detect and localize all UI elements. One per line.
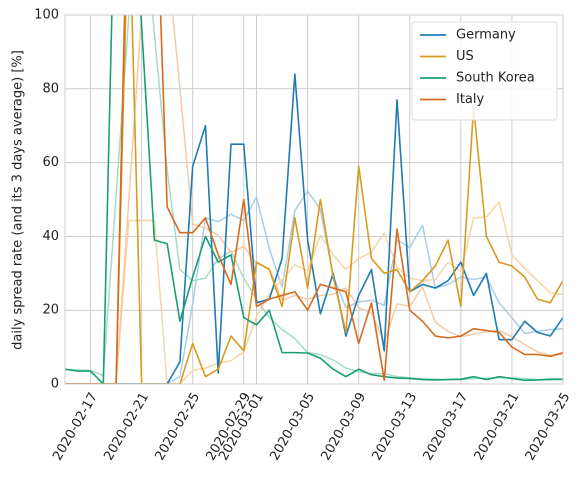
legend-box [411, 21, 558, 121]
legend-label: Italy [456, 92, 485, 107]
legend-label: Germany [456, 28, 516, 43]
average-line [65, 201, 563, 384]
y-tick-label: 80 [42, 81, 59, 96]
plot-frame [64, 14, 564, 385]
y-tick-label: 0 [51, 377, 59, 392]
legend-label: South Korea [456, 71, 535, 86]
y-axis-label: daily spread rate (and its 3 days averag… [11, 50, 26, 350]
plot-lines [65, 15, 563, 384]
series-line [65, 15, 563, 384]
y-tick-label: 60 [42, 155, 59, 170]
series-line [65, 15, 563, 384]
average-line [65, 190, 563, 384]
series-line [65, 73, 563, 384]
y-tick-label: 100 [34, 8, 59, 23]
y-tick-label: 20 [42, 303, 59, 318]
y-tick-label: 40 [42, 229, 59, 244]
legend-label: US [456, 49, 474, 64]
series-line [65, 15, 563, 384]
legend: Germany US South Korea Italy [411, 21, 558, 121]
